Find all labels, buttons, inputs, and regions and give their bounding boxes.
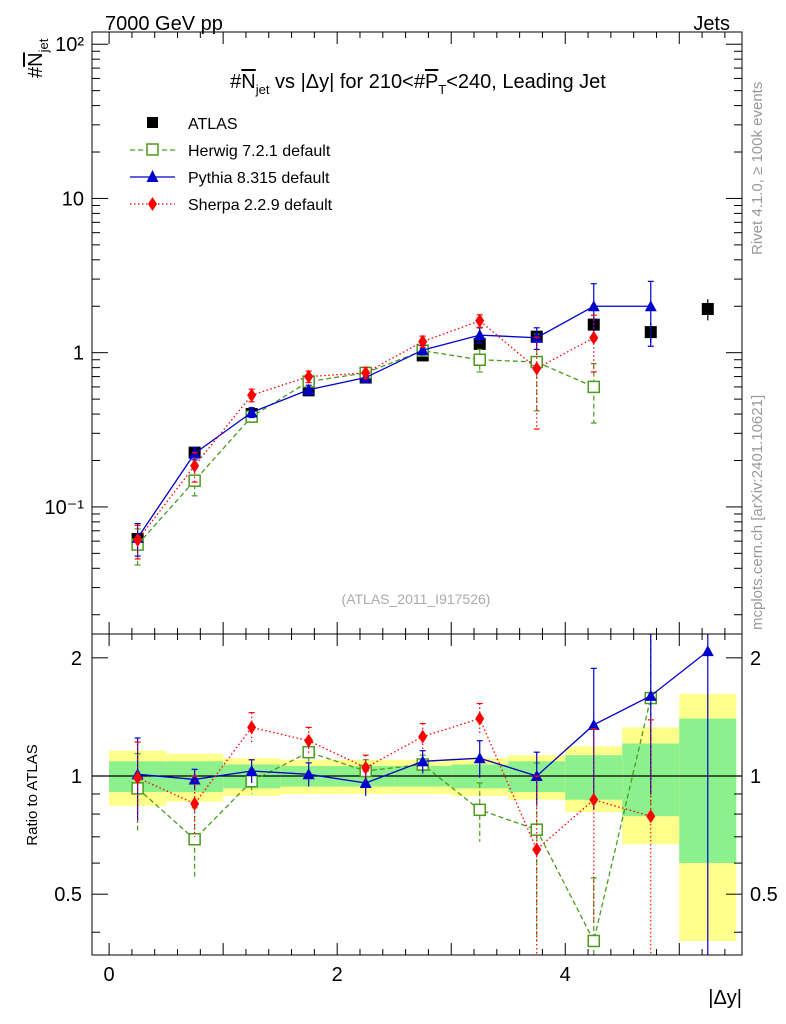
series-line-sherpa <box>137 320 595 541</box>
ratio-point-sherpa <box>247 720 257 735</box>
data-point-pythia <box>587 300 600 312</box>
data-point-sherpa <box>190 458 200 473</box>
legend-label-herwig: Herwig 7.2.1 default <box>188 143 331 160</box>
data-point-pythia <box>416 344 429 356</box>
ratio-point-pythia <box>359 776 372 788</box>
data-point-sherpa <box>532 361 542 376</box>
ratio-line-herwig <box>137 697 652 943</box>
data-point-atlas <box>701 302 714 315</box>
y-tick-label: 10 <box>62 188 84 210</box>
x-tick-label: 2 <box>332 964 343 986</box>
ratio-point-sherpa <box>133 770 143 785</box>
ratio-line-sherpa <box>137 717 651 851</box>
series-line-pythia <box>137 305 651 539</box>
energy-label: 7000 GeV pp <box>105 13 223 35</box>
ratio-point-pythia <box>416 755 429 767</box>
ratio-point-pythia <box>188 773 201 785</box>
chart-title: #Njet vs |Δy| for 210<#PT<240, Leading J… <box>230 71 606 97</box>
ratio-point-pythia <box>587 718 600 730</box>
ratio-point-herwig <box>188 833 201 846</box>
ratio-tick-label-right: 0.5 <box>750 884 778 906</box>
data-point-herwig <box>587 380 601 394</box>
y-tick-label: 10⁻¹ <box>45 497 85 519</box>
data-point-sherpa <box>589 330 599 345</box>
ratio-point-sherpa <box>589 792 599 807</box>
data-point-pythia <box>473 329 486 341</box>
ratio-point-sherpa <box>190 796 200 811</box>
legend-label-atlas: ATLAS <box>188 116 238 133</box>
data-point-sherpa <box>361 365 371 380</box>
data-point-herwig <box>473 353 486 366</box>
legend-marker-sherpa <box>148 197 157 211</box>
ratio-point-pythia <box>245 764 258 776</box>
ratio-tick-label-right: 1 <box>750 766 761 788</box>
ratio-point-sherpa <box>532 842 542 857</box>
x-tick-label: 0 <box>104 964 115 986</box>
data-point-sherpa <box>418 334 428 349</box>
data-point-pythia <box>245 406 258 418</box>
ratio-plot-area <box>92 634 742 955</box>
ratio-point-herwig <box>473 803 486 817</box>
data-point-sherpa <box>304 369 314 384</box>
ratio-point-herwig <box>530 823 543 836</box>
ratio-tick-label: 2 <box>71 648 82 670</box>
data-point-sherpa <box>133 533 143 548</box>
ratio-point-sherpa <box>304 733 314 748</box>
data-point-sherpa <box>247 388 257 403</box>
ratio-tick-label: 0.5 <box>54 884 82 906</box>
main-panel <box>131 280 714 566</box>
ratio-point-pythia <box>701 645 714 657</box>
y-tick-label: 10² <box>55 34 84 56</box>
legend-marker-atlas <box>147 117 158 128</box>
ratio-tick-label-right: 2 <box>750 648 761 670</box>
data-point-sherpa <box>475 313 485 328</box>
y-axis-label: #Njet <box>25 38 51 78</box>
x-tick-label: 4 <box>560 964 571 986</box>
data-point-pythia <box>644 300 657 312</box>
main-plot-area <box>131 280 714 566</box>
legend-marker-pythia <box>146 170 159 182</box>
data-point-pythia <box>302 383 315 395</box>
ratio-point-herwig <box>587 934 601 948</box>
ratio-point-sherpa <box>646 809 656 824</box>
legend-marker-herwig <box>146 143 159 156</box>
ratio-point-pythia <box>302 768 315 780</box>
ratio-point-pythia <box>473 752 486 764</box>
ratio-axis-label: Ratio to ATLAS <box>24 744 41 845</box>
analysis-watermark: (ATLAS_2011_I917526) <box>342 591 491 607</box>
ratio-point-sherpa <box>418 729 428 744</box>
ratio-point-sherpa <box>475 711 485 726</box>
ratio-frame <box>91 633 743 956</box>
ratio-panel <box>92 634 742 955</box>
ratio-point-pythia <box>644 689 657 701</box>
x-axis-label: |Δy| <box>708 987 742 1009</box>
ratio-tick-label: 1 <box>71 766 82 788</box>
legend: ATLAS Herwig 7.2.1 default Pythia 8.315 … <box>130 116 333 214</box>
y-tick-label: 1 <box>73 343 84 365</box>
rivet-note: Rivet 4.1.0, ≥ 100k events <box>749 82 766 255</box>
ratio-point-sherpa <box>361 760 371 775</box>
legend-label-sherpa: Sherpa 2.2.9 default <box>188 197 333 214</box>
jets-label: Jets <box>693 13 730 35</box>
axes: 0 2 4 10⁻¹ 1 10 10² 0.5 0.5 1 1 2 2 <box>45 31 778 986</box>
mcplots-note: mcplots.cern.ch [arXiv:2401.10621] <box>749 395 766 630</box>
legend-label-pythia: Pythia 8.315 default <box>188 170 330 187</box>
